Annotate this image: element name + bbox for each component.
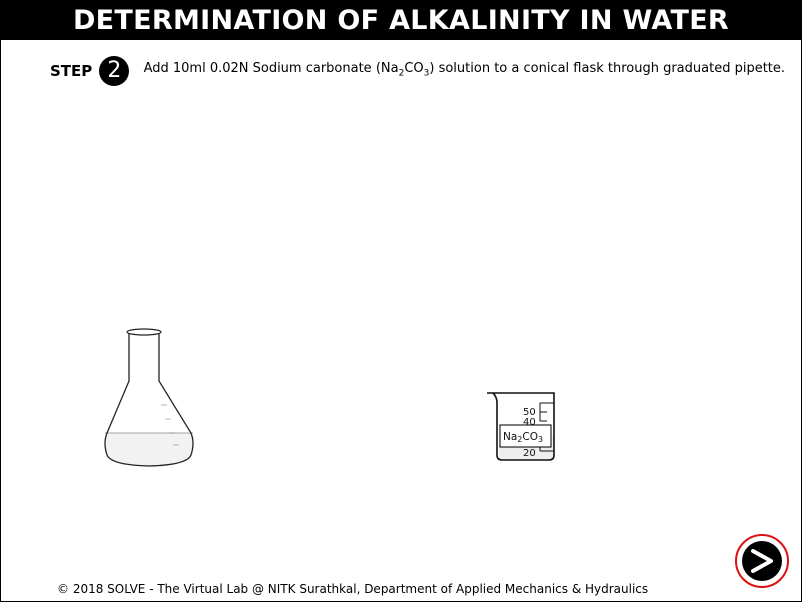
- page-title: DETERMINATION OF ALKALINITY IN WATER: [1, 1, 801, 40]
- arrow-right-icon: [742, 541, 782, 581]
- step-number-badge: 2: [99, 56, 130, 86]
- next-button[interactable]: [735, 534, 789, 588]
- footer-copyright: © 2018 SOLVE - The Virtual Lab @ NITK Su…: [57, 582, 649, 596]
- step-text: Add 10ml 0.02N Sodium carbonate (Na2CO3)…: [143, 60, 786, 79]
- beaker-label: Na2CO3: [503, 431, 543, 444]
- beaker-mark-20: 20: [523, 448, 536, 459]
- beaker-mark-40: 40: [523, 417, 536, 428]
- sodium-carbonate-beaker[interactable]: 50 40 20 Na2CO3: [483, 389, 559, 465]
- beaker-mark-50: 50: [523, 407, 536, 418]
- conical-flask[interactable]: [101, 323, 197, 471]
- step-instruction: STEP 2 Add 10ml 0.02N Sodium carbonate (…: [46, 56, 786, 86]
- step-label: STEP: [50, 62, 93, 80]
